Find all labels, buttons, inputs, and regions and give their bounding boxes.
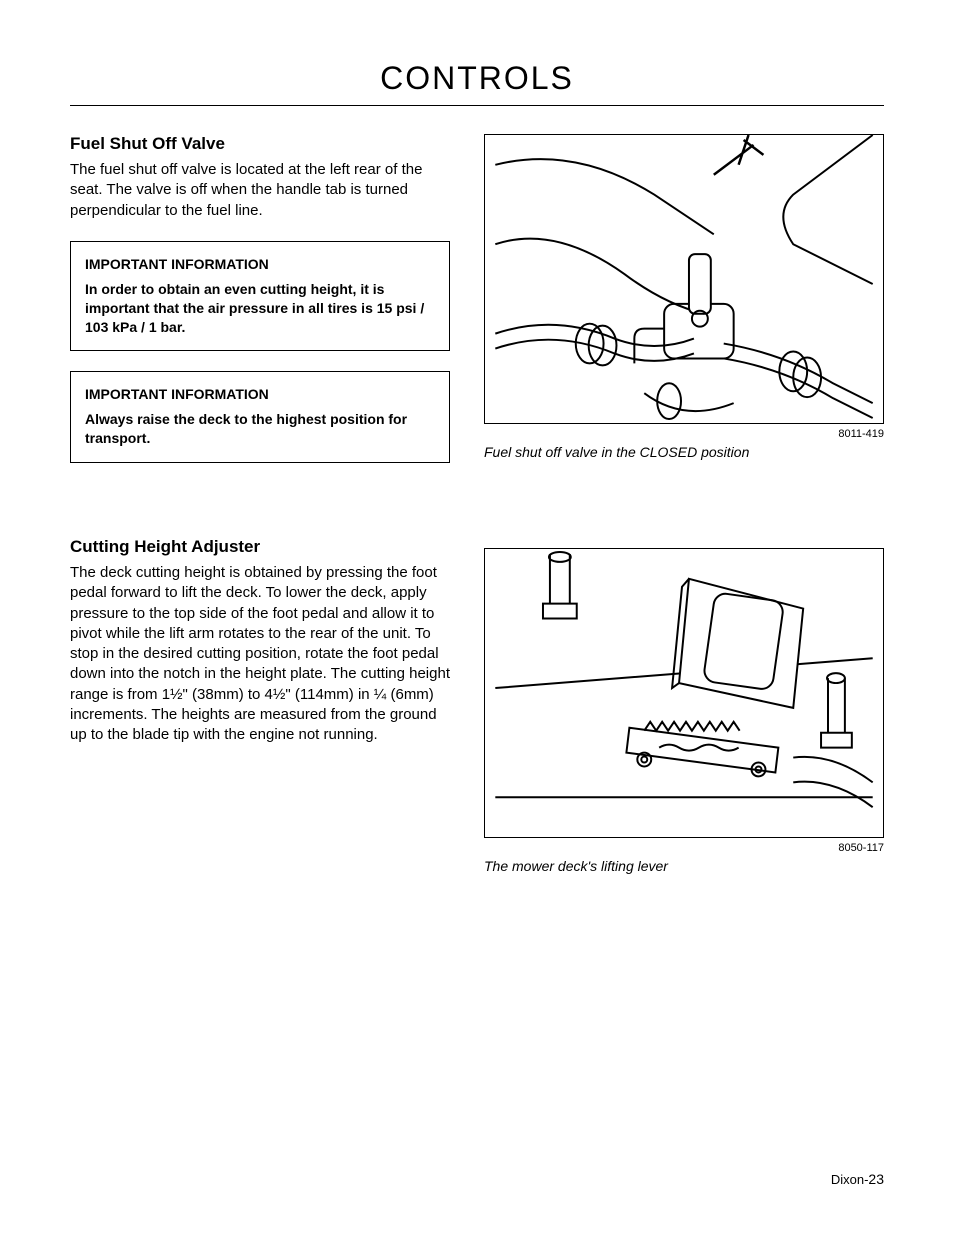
column-spacer <box>70 483 450 537</box>
figure-spacer <box>484 490 884 548</box>
figure-lifting-lever <box>484 548 884 838</box>
left-column: Fuel Shut Off Valve The fuel shut off va… <box>70 134 450 904</box>
info-box-tire-pressure: IMPORTANT INFORMATION In order to obtain… <box>70 241 450 352</box>
figure-2-caption: The mower deck's lifting lever <box>484 858 884 874</box>
info-box-2-title: IMPORTANT INFORMATION <box>85 386 435 402</box>
fuel-valve-body: The fuel shut off valve is located at th… <box>70 160 450 221</box>
footer-page-number: 23 <box>868 1171 884 1187</box>
figure-1-block: 8011-419 Fuel shut off valve in the CLOS… <box>484 134 884 460</box>
content-columns: Fuel Shut Off Valve The fuel shut off va… <box>70 134 884 904</box>
page-title: CONTROLS <box>70 60 884 106</box>
fuel-valve-heading: Fuel Shut Off Valve <box>70 134 450 154</box>
info-box-2-body: Always raise the deck to the highest pos… <box>85 410 435 448</box>
fuel-valve-illustration <box>485 135 883 423</box>
figure-fuel-valve <box>484 134 884 424</box>
figure-1-caption: Fuel shut off valve in the CLOSED positi… <box>484 444 884 460</box>
info-box-transport: IMPORTANT INFORMATION Always raise the d… <box>70 371 450 463</box>
figure-2-number: 8050-117 <box>484 842 884 854</box>
info-box-1-body: In order to obtain an even cutting heigh… <box>85 280 435 337</box>
cutting-height-body: The deck cutting height is obtained by p… <box>70 563 450 745</box>
page-footer: Dixon-23 <box>831 1171 884 1187</box>
lifting-lever-illustration <box>485 549 883 837</box>
figure-1-number: 8011-419 <box>484 428 884 440</box>
info-box-1-title: IMPORTANT INFORMATION <box>85 256 435 272</box>
figure-2-block: 8050-117 The mower deck's lifting lever <box>484 548 884 874</box>
right-column: 8011-419 Fuel shut off valve in the CLOS… <box>484 134 884 904</box>
cutting-height-heading: Cutting Height Adjuster <box>70 537 450 557</box>
page: CONTROLS Fuel Shut Off Valve The fuel sh… <box>0 0 954 1235</box>
footer-prefix: Dixon- <box>831 1172 869 1187</box>
